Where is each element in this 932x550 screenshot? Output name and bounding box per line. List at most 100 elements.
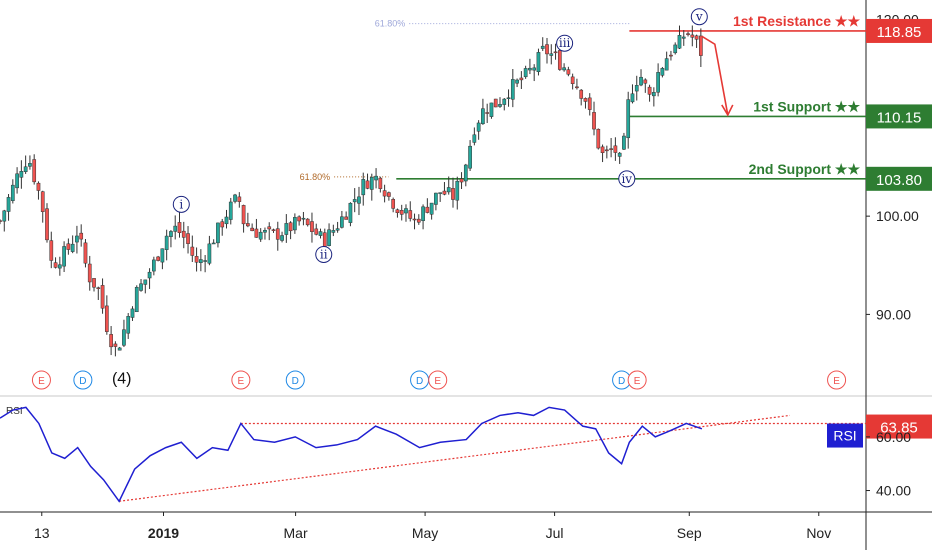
event-marker[interactable] [73, 370, 93, 390]
candle [515, 79, 519, 84]
candle [0, 220, 2, 222]
time-tick-label: Sep [677, 525, 702, 541]
candle [62, 246, 66, 267]
price-tick-label: 100.00 [876, 208, 919, 224]
candle [186, 233, 190, 244]
candle [378, 177, 383, 189]
candle [493, 98, 498, 108]
candle [468, 145, 472, 169]
candle [164, 235, 169, 250]
candle [32, 159, 37, 183]
wave-label: iv [621, 172, 632, 186]
candle [10, 184, 15, 201]
candle [587, 97, 592, 110]
candle [348, 202, 353, 223]
candle [570, 76, 575, 84]
candle [361, 179, 366, 196]
rsi-trendline [119, 414, 791, 502]
candle [181, 230, 186, 238]
candle [357, 196, 361, 204]
candle [284, 223, 289, 235]
candle [634, 85, 639, 92]
candle [455, 180, 460, 201]
candle [143, 279, 148, 285]
candle [224, 216, 229, 225]
candle [53, 262, 58, 268]
candle [600, 146, 605, 154]
candle [83, 242, 88, 264]
wave-circle [172, 195, 190, 213]
candle [481, 108, 485, 125]
event-marker[interactable] [428, 370, 448, 390]
candle [288, 222, 293, 232]
candle [374, 175, 378, 181]
candle [408, 210, 413, 219]
event-marker[interactable] [285, 370, 305, 390]
event-marker-label: D [416, 376, 423, 387]
candle [429, 202, 434, 215]
candle [523, 68, 528, 78]
candle [545, 44, 549, 55]
candle [566, 69, 571, 75]
candle [322, 232, 327, 247]
event-marker[interactable] [627, 370, 647, 390]
level-labels: 1st Resistance ★★ 118.85 1st Support ★★ 110… [733, 13, 932, 191]
rsi-tick-label: 40.00 [876, 483, 911, 499]
candle [681, 36, 686, 39]
candle [669, 54, 673, 57]
candle [254, 228, 259, 238]
candle [280, 235, 284, 241]
event-marker-label: E [38, 376, 45, 387]
candle [194, 256, 199, 263]
wave-label: iii [559, 36, 571, 50]
candle [122, 329, 126, 346]
candle [246, 223, 250, 227]
candle [113, 343, 118, 347]
candle [395, 209, 400, 214]
level-value-text: 110.15 [877, 109, 922, 126]
candle [237, 196, 242, 202]
candle [203, 260, 207, 262]
time-tick-label: Jul [546, 525, 564, 541]
candle [536, 52, 541, 72]
event-marker[interactable] [827, 370, 847, 390]
time-tick-label: 13 [34, 525, 50, 541]
candle [421, 206, 425, 221]
candle [446, 187, 451, 193]
candle [596, 128, 601, 149]
level-value-text: 118.85 [877, 24, 922, 41]
candle [271, 229, 276, 231]
candle [331, 230, 336, 233]
candle [664, 58, 669, 71]
candle [228, 201, 233, 220]
candle [472, 134, 477, 143]
event-marker-label: E [634, 376, 641, 387]
candle [617, 152, 622, 157]
candle [318, 231, 323, 236]
candle [399, 210, 404, 215]
candle [575, 86, 579, 89]
candle [557, 50, 562, 70]
candle [267, 226, 272, 230]
candle [92, 278, 96, 288]
candle [592, 112, 596, 130]
event-marker[interactable] [231, 370, 251, 390]
candle [211, 242, 216, 245]
candle [169, 231, 173, 237]
candle [79, 232, 84, 240]
event-marker[interactable] [31, 370, 51, 390]
rsi-value-badge [866, 414, 932, 439]
candle [434, 192, 438, 205]
candle [391, 199, 396, 209]
candle [660, 68, 665, 76]
rsi-value-text: 63.85 [880, 420, 918, 437]
candle [250, 227, 254, 232]
candle [579, 89, 584, 99]
candle [519, 77, 524, 81]
candle [626, 99, 631, 139]
candle [425, 206, 430, 213]
candle [583, 98, 588, 102]
time-tick-label: Nov [806, 525, 831, 541]
candle [686, 33, 690, 35]
